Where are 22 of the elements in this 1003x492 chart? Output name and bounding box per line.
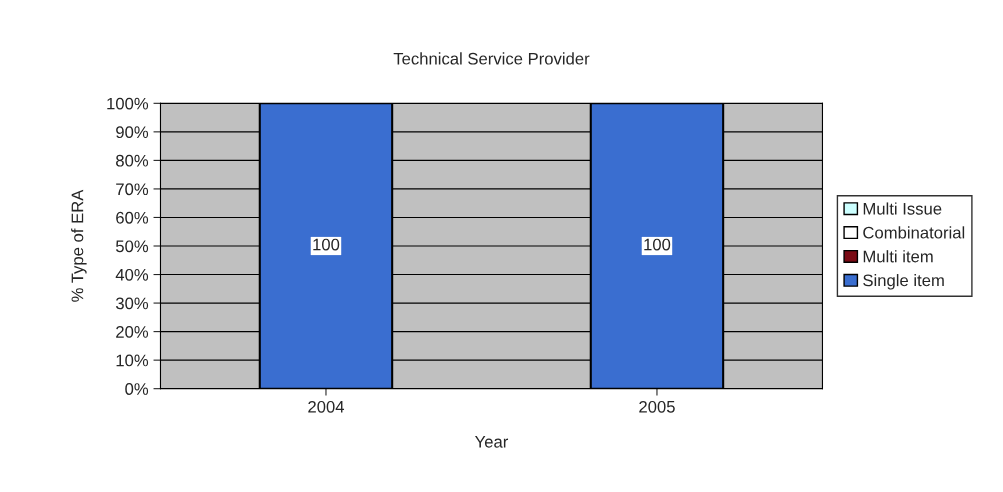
y-tick-label: 10% (116, 354, 149, 367)
y-tick-label: 0% (125, 383, 149, 395)
chart-title: Technical Service Provider (393, 52, 590, 65)
x-tick-label: 2005 (639, 400, 675, 413)
x-tick-label: 2004 (308, 400, 345, 413)
y-tick-label: 80% (116, 154, 149, 167)
y-tick-label: 90% (116, 126, 149, 139)
y-tick-label: 20% (116, 326, 149, 338)
y-tick-label: 50% (115, 240, 149, 253)
y-tick-label: 100% (107, 97, 149, 110)
x-axis-title: Year (475, 436, 509, 448)
y-axis-title: % Type of ERA (71, 189, 87, 302)
legend-label: Multi Issue (863, 202, 942, 215)
legend-label: Combinatorial (863, 226, 965, 239)
legend-label: Single item (863, 274, 944, 290)
y-tick-label: 60% (116, 211, 149, 224)
legend-label: Multi item (863, 250, 933, 263)
data-label: 100 (644, 238, 671, 251)
y-tick-label: 40% (115, 268, 149, 281)
y-tick-label: 70% (116, 183, 149, 196)
data-label: 100 (313, 238, 340, 251)
y-tick-label: 30% (115, 297, 149, 310)
